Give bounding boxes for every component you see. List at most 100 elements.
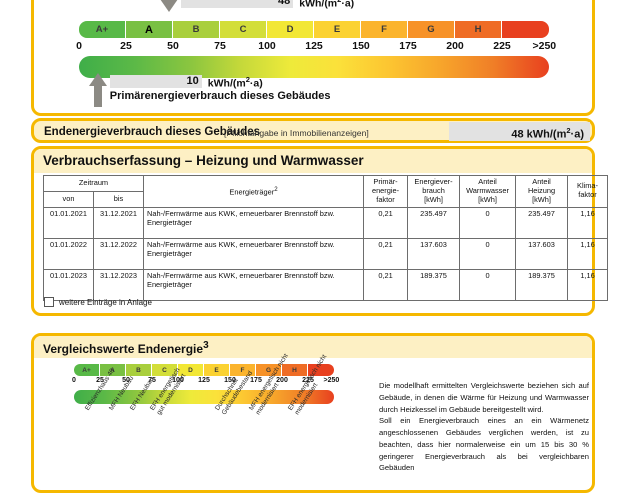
more-entries-checkbox[interactable]	[44, 297, 54, 307]
energy-scale-ticks: 0 25 50 75 100 125 150 175 200 225 >250	[76, 40, 556, 54]
end-energy-arrow-down-icon	[160, 0, 179, 12]
col-period-group: Zeitraum	[42, 175, 145, 192]
comparison-class-D: D	[178, 364, 204, 376]
comparison-class-A: A	[100, 364, 126, 376]
consumption-header-bar: Verbrauchserfassung – Heizung und Warmwa…	[34, 149, 592, 173]
scale-tick: 25	[120, 40, 132, 52]
cell-period-to: 31.12.2022	[92, 237, 145, 270]
table-header-row-2: von bis	[43, 190, 608, 208]
comparison-class-F: F	[230, 364, 256, 376]
end-energy-summary-subtitle: [Pflichtangabe in Immobilienanzeigen]	[224, 128, 369, 138]
cell-period-to: 31.12.2021	[92, 206, 145, 239]
comparison-panel: Vergleichswerte Endenergie3 A+ A B C D E F G H 0…	[31, 333, 595, 493]
primary-energy-arrow-up-icon	[88, 73, 107, 107]
comparison-tick: 125	[198, 377, 210, 384]
primary-energy-unit: kWh/(m2·a)	[207, 75, 263, 90]
table-row: 01.01.2023 31.12.2023 Nah-/Fernwärme aus K…	[43, 268, 609, 301]
comparison-class-G: G	[256, 364, 282, 376]
cell-climate-factor: 1,16	[567, 268, 609, 301]
comparison-tick: 0	[72, 377, 76, 384]
comparison-tick: 100	[172, 377, 184, 384]
more-entries-row[interactable]: weitere Einträge in Anlage	[44, 297, 152, 307]
energy-gradient-bar	[79, 56, 549, 78]
footnote-marker-2: 2	[274, 185, 278, 193]
cell-hot-water: 0	[459, 268, 517, 301]
table-row: 01.01.2021 31.12.2021 Nah-/Fernwärme aus K…	[43, 206, 609, 239]
cell-primary-factor: 0,21	[363, 237, 409, 270]
scale-tick: 225	[493, 40, 511, 52]
cell-energy-source: Nah-/Fernwärme aus KWK, erneuerbarer Bre…	[143, 268, 365, 301]
energy-class-B: B	[173, 21, 220, 38]
energy-class-end	[502, 21, 549, 38]
comparison-tick: 50	[122, 377, 130, 384]
more-entries-label: weitere Einträge in Anlage	[59, 297, 152, 307]
cell-heating: 137.603	[515, 237, 569, 270]
cell-period-from: 01.01.2022	[43, 237, 94, 270]
comparison-tick: 200	[276, 377, 288, 384]
end-energy-summary-number: 48	[511, 128, 524, 141]
comparison-explanation: Die modellhaft ermittelten Vergleichswer…	[379, 380, 589, 474]
cell-period-to: 31.12.2023	[92, 268, 145, 301]
consumption-title: Verbrauchserfassung – Heizung und Warmwa…	[43, 153, 364, 168]
comparison-class-H: H	[282, 364, 308, 376]
cell-period-from: 01.01.2021	[43, 206, 94, 239]
energy-class-G: G	[408, 21, 455, 38]
cell-consumption: 137.603	[407, 237, 461, 270]
table-row: 01.01.2022 31.12.2022 Nah-/Fernwärme aus K…	[43, 237, 609, 270]
comparison-reference-labels: Effizienzhaus 40 MFH Neubau EFH Neubau EFH …	[74, 353, 374, 493]
cell-climate-factor: 1,16	[567, 237, 609, 270]
energy-class-D: D	[267, 21, 314, 38]
energy-class-E: E	[314, 21, 361, 38]
scale-tick: 100	[258, 40, 276, 52]
scale-tick: 175	[399, 40, 417, 52]
comparison-class-band: A+ A B C D E F G H	[74, 364, 334, 376]
footnote-marker-3: 3	[203, 340, 209, 351]
cell-climate-factor: 1,16	[567, 206, 609, 239]
comparison-class-A+: A+	[74, 364, 100, 376]
comparison-tick: 25	[96, 377, 104, 384]
end-energy-unit: kWh/(m2·a)	[299, 0, 355, 10]
comparison-class-B: B	[126, 364, 152, 376]
energy-class-A: A	[126, 21, 173, 38]
energy-class-C: C	[220, 21, 267, 38]
comparison-class-end	[308, 364, 334, 376]
col-period-from: von	[43, 190, 94, 208]
comparison-tick: 175	[250, 377, 262, 384]
cell-heating: 189.375	[515, 268, 569, 301]
cell-energy-source: Nah-/Fernwärme aus KWK, erneuerbarer Bre…	[143, 206, 365, 239]
comparison-tick: >250	[323, 377, 340, 384]
scale-tick: 125	[305, 40, 323, 52]
cell-consumption: 189.375	[407, 268, 461, 301]
end-energy-summary-panel: Endenergieverbrauch dieses Gebäudes [Pfl…	[31, 118, 595, 143]
cell-hot-water: 0	[459, 237, 517, 270]
comparison-gradient-bar	[74, 390, 334, 404]
scale-tick: >250	[532, 40, 557, 52]
col-climate-factor: Klima- faktor	[567, 175, 609, 208]
comparison-explanation-p1: Die modellhaft ermittelten Vergleichswer…	[379, 381, 589, 414]
cell-primary-factor: 0,21	[363, 268, 409, 301]
end-energy-summary-value: 48 kWh/(m2·a)	[511, 126, 584, 141]
comparison-class-E: E	[204, 364, 230, 376]
cell-period-from: 01.01.2023	[43, 268, 94, 301]
col-primary-factor: Primär- energie- faktor	[363, 175, 409, 208]
comparison-title: Vergleichswerte Endenergie3	[43, 340, 209, 356]
scale-tick: 150	[352, 40, 370, 52]
comparison-class-C: C	[152, 364, 178, 376]
scale-tick: 200	[446, 40, 464, 52]
end-energy-value-plate: 48	[181, 0, 294, 8]
col-period-to: bis	[92, 190, 145, 208]
energy-class-band: A+ A B C D E F G H	[79, 21, 549, 38]
comparison-header-bar: Vergleichswerte Endenergie3	[34, 336, 592, 358]
energy-class-H: H	[455, 21, 502, 38]
consumption-panel: Verbrauchserfassung – Heizung und Warmwa…	[31, 146, 609, 316]
comparison-scale: A+ A B C D E F G H 0 25 50 75 100 125 150 175 200 225 >250	[72, 364, 339, 404]
col-energy-source: Energieträger2	[143, 175, 365, 208]
energy-class-A+: A+	[79, 21, 126, 38]
cell-hot-water: 0	[459, 206, 517, 239]
cell-heating: 235.497	[515, 206, 569, 239]
energy-class-F: F	[361, 21, 408, 38]
scale-tick: 75	[214, 40, 226, 52]
consumption-table: Zeitraum Energieträger2 Primär- energie-…	[42, 175, 609, 301]
